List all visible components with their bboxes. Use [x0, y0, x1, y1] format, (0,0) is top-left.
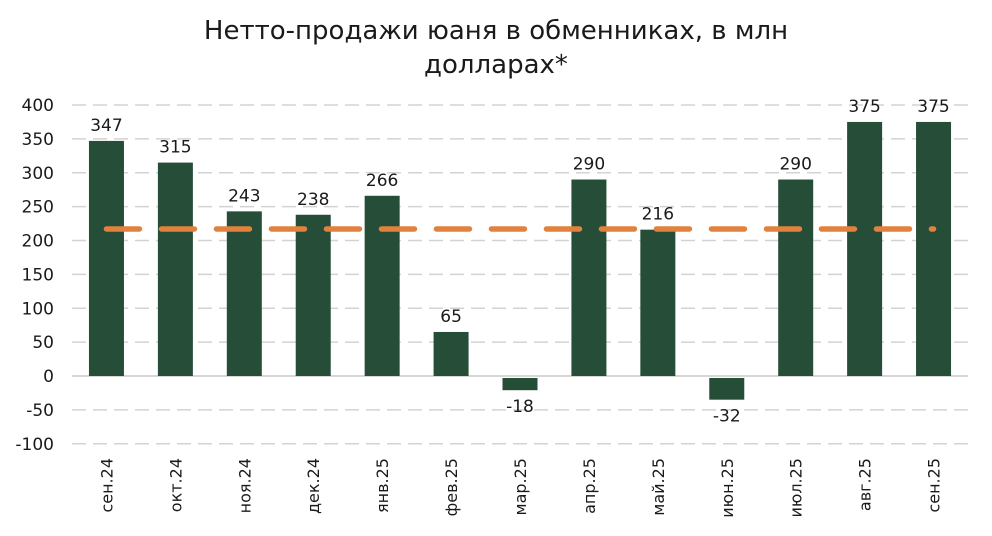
bar — [571, 179, 607, 376]
bar-value-label: 243 — [228, 186, 260, 206]
y-tick-label: 400 — [22, 96, 54, 116]
y-tick-label: 150 — [22, 265, 54, 285]
bar — [295, 214, 331, 376]
bar-value-label: 238 — [297, 190, 329, 210]
y-tick-label: 0 — [43, 367, 54, 387]
bar — [847, 121, 883, 376]
bar — [157, 162, 193, 376]
bar-value-label: 290 — [779, 155, 811, 175]
bar — [916, 121, 952, 376]
y-tick-label: 50 — [32, 333, 54, 353]
x-tick-label: янв.25 — [373, 458, 392, 513]
bar-value-label: 290 — [573, 155, 605, 175]
x-axis: сен.24 окт.24 ноя.24 дек.24 янв.25 фев.25 мар.… — [97, 458, 943, 518]
y-tick-label: -50 — [26, 401, 54, 421]
bar — [778, 179, 814, 376]
chart-title-line-2: долларах* — [424, 50, 568, 80]
bar — [364, 195, 400, 376]
y-tick-label: -100 — [15, 435, 54, 455]
x-tick-label: июл.25 — [787, 458, 806, 518]
bar-value-label: 375 — [848, 97, 880, 117]
bar-value-label: 266 — [366, 171, 398, 191]
y-tick-label: 100 — [22, 299, 54, 319]
x-tick-label: сен.24 — [97, 458, 116, 513]
y-tick-label: 350 — [22, 130, 54, 150]
x-tick-label: май.25 — [649, 458, 668, 516]
y-axis: 400 350 300 250 200 150 100 50 0 -50 -100 — [15, 96, 54, 455]
bar — [433, 331, 469, 376]
bar-value-label: 65 — [440, 307, 462, 327]
x-tick-label: дек.24 — [304, 458, 323, 514]
bar-value-label: -32 — [713, 407, 741, 427]
bar-value-label: 347 — [90, 116, 122, 136]
bar — [640, 229, 676, 376]
bar-value-label: -18 — [506, 397, 534, 417]
y-tick-label: 250 — [22, 198, 54, 218]
x-tick-label: окт.24 — [166, 458, 185, 512]
bar — [502, 378, 538, 391]
bars — [88, 121, 952, 400]
x-tick-label: фев.25 — [442, 458, 461, 516]
bar — [88, 140, 124, 376]
x-tick-label: мар.25 — [511, 458, 530, 515]
chart-title-line-1: Нетто-продажи юаня в обменниках, в млн — [203, 16, 789, 46]
x-tick-label: авг.25 — [856, 458, 875, 511]
x-tick-label: ноя.24 — [235, 458, 254, 513]
x-tick-label: сен.25 — [925, 458, 944, 513]
bar-value-label: 375 — [917, 97, 949, 117]
value-labels: 347 315 243 238 266 65 -18 290 216 -32 290 375 375 — [90, 97, 950, 427]
y-tick-label: 300 — [22, 164, 54, 184]
chart-title: Нетто-продажи юаня в обменниках, в млн д… — [0, 14, 992, 82]
bar — [709, 378, 745, 400]
y-tick-label: 200 — [22, 232, 54, 252]
x-tick-label: апр.25 — [580, 458, 599, 514]
gridlines — [72, 104, 968, 445]
bar-value-label: 216 — [642, 205, 674, 225]
x-tick-label: июн.25 — [718, 458, 737, 518]
bar-value-label: 315 — [159, 138, 191, 158]
bar — [226, 211, 262, 376]
